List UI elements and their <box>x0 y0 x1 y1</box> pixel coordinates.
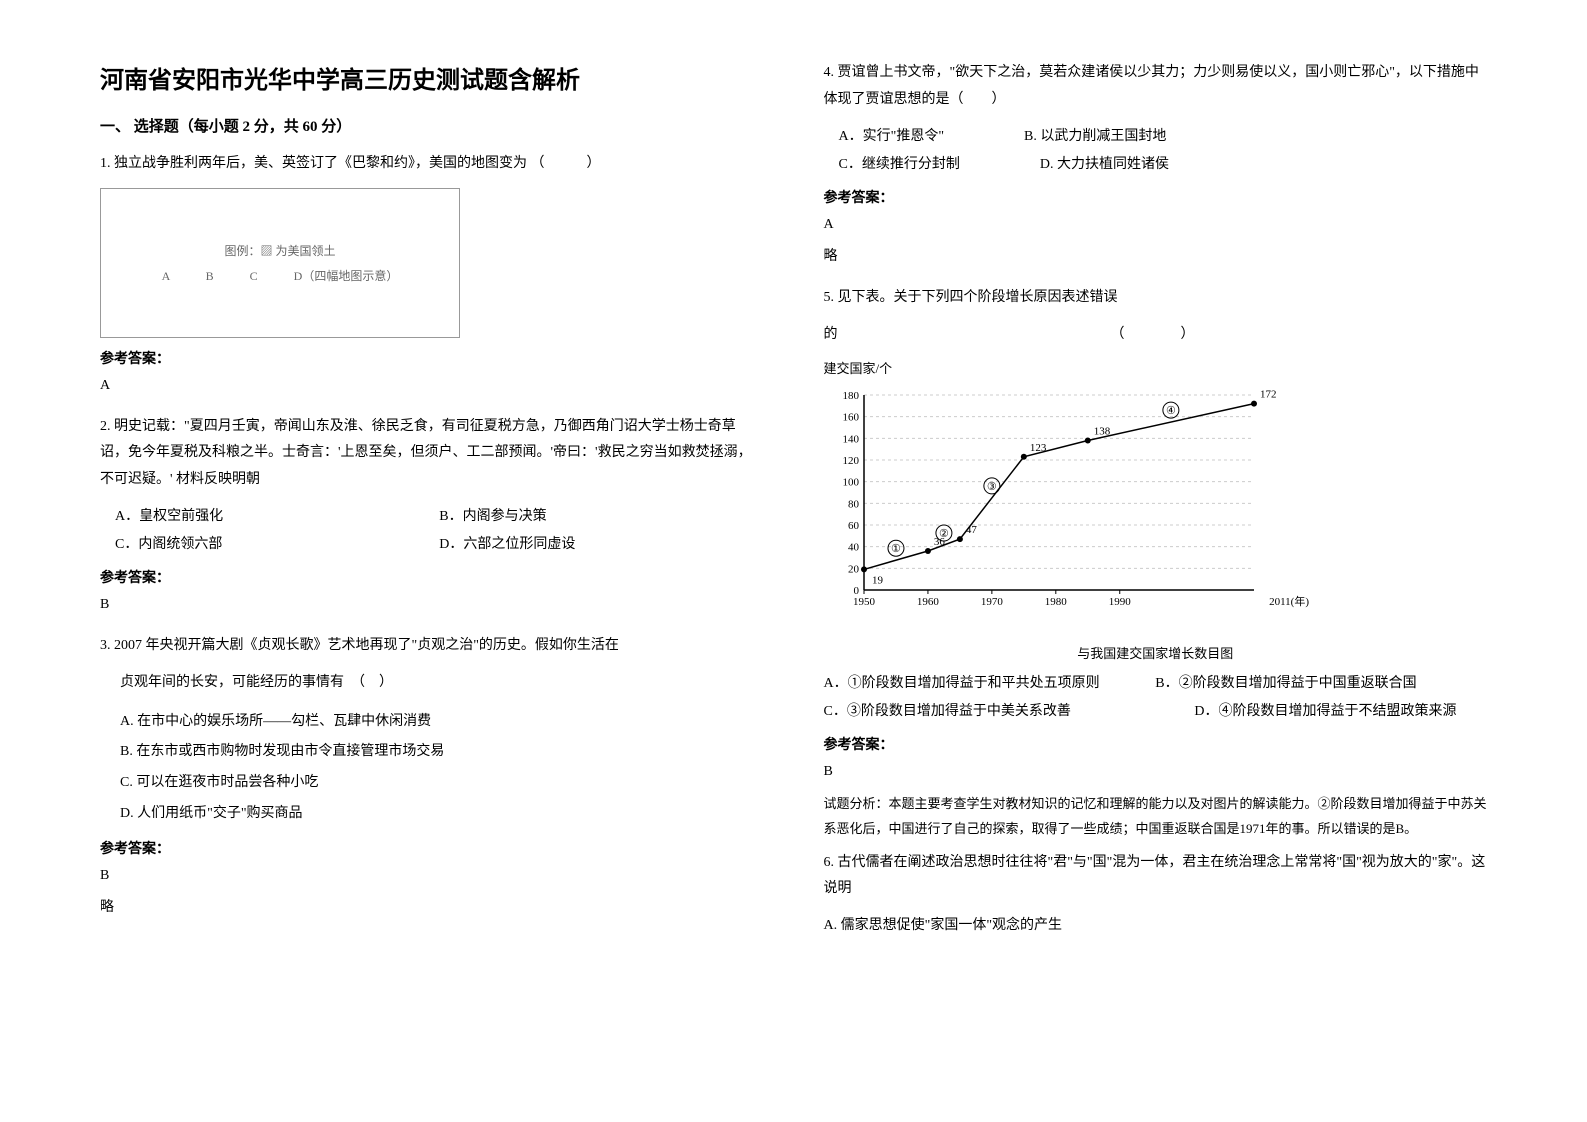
answer-label: 参考答案： <box>100 838 764 858</box>
svg-text:②: ② <box>938 528 948 540</box>
svg-text:140: 140 <box>842 434 859 446</box>
question-text: 4. 贾谊曾上书文帝，"欲天下之治，莫若众建诸侯以少其力；力少则易使以义，国小则… <box>824 60 1488 113</box>
option-c: C．③阶段数目增加得益于中美关系改善 <box>824 704 1071 719</box>
question-5: 5. 见下表。关于下列四个阶段增长原因表述错误 的 （ ） 建交国家/个 020… <box>824 285 1488 842</box>
chart-svg: 0204060801001201401601801950196019701980… <box>824 385 1314 615</box>
svg-text:180: 180 <box>842 390 859 402</box>
question-6: 6. 古代儒者在阐述政治思想时往往将"君"与"国"混为一体，君主在统治理念上常常… <box>824 850 1488 950</box>
svg-text:④: ④ <box>1165 405 1175 417</box>
answer-label: 参考答案： <box>100 348 764 368</box>
options: A. 在市中心的娱乐场所——勾栏、瓦肆中休闲消费 B. 在东市或西市购物时发现由… <box>100 707 764 830</box>
svg-text:1970: 1970 <box>980 596 1003 608</box>
svg-text:1950: 1950 <box>853 596 876 608</box>
answer-label: 参考答案： <box>824 187 1488 207</box>
svg-text:2011(年): 2011(年) <box>1269 594 1309 608</box>
svg-text:172: 172 <box>1260 389 1277 401</box>
question-text: 5. 见下表。关于下列四个阶段增长原因表述错误 <box>824 285 1488 312</box>
option-c: C. 可以在逛夜市时品尝各种小吃 <box>120 768 764 799</box>
answer-label: 参考答案： <box>824 734 1488 754</box>
svg-text:123: 123 <box>1029 442 1046 454</box>
answer-value: B <box>100 868 764 884</box>
answer-value: B <box>100 597 764 613</box>
option-b: B．②阶段数目增加得益于中国重返联合国 <box>1155 670 1487 698</box>
option-d: D．④阶段数目增加得益于不结盟政策来源 <box>1194 704 1456 719</box>
answer-value: B <box>824 764 1488 780</box>
question-text: 3. 2007 年央视开篇大剧《贞观长歌》艺术地再现了"贞观之治"的历史。假如你… <box>100 633 764 660</box>
answer-extra: 略 <box>824 245 1488 265</box>
map-figure: 图例：▨ 为美国领土 A B C D（四幅地图示意） <box>100 188 460 338</box>
line-chart: 0204060801001201401601801950196019701980… <box>824 385 1314 635</box>
svg-text:1990: 1990 <box>1108 596 1131 608</box>
question-2: 2. 明史记载："夏四月壬寅，帝闻山东及淮、徐民乏食，有司征夏税方急，乃御西角门… <box>100 414 764 626</box>
svg-text:1980: 1980 <box>1044 596 1067 608</box>
option-d: D．六部之位形同虚设 <box>439 531 763 559</box>
option-b: B. 以武力削减王国封地 <box>1024 123 1166 151</box>
left-column: 河南省安阳市光华中学高三历史测试题含解析 一、 选择题（每小题 2 分，共 60… <box>100 60 764 1062</box>
options-row-1: A．实行"推恩令" B. 以武力削减王国封地 <box>824 123 1488 151</box>
svg-text:1960: 1960 <box>916 596 939 608</box>
analysis-text: 试题分析：本题主要考查学生对教材知识的记忆和理解的能力以及对图片的解读能力。②阶… <box>824 792 1488 841</box>
section-header: 一、 选择题（每小题 2 分，共 60 分） <box>100 115 764 136</box>
option-a: A．①阶段数目增加得益于和平共处五项原则 <box>824 670 1156 698</box>
answer-label: 参考答案： <box>100 567 764 587</box>
document-title: 河南省安阳市光华中学高三历史测试题含解析 <box>100 60 764 95</box>
answer-value: A <box>824 217 1488 233</box>
question-text-2: 的 （ ） <box>824 322 1488 349</box>
options-row-2: C．继续推行分封制 D. 大力扶植同姓诸侯 <box>824 151 1488 179</box>
option-d: D. 人们用纸币"交子"购买商品 <box>120 799 764 830</box>
svg-text:120: 120 <box>842 455 859 467</box>
question-text: 2. 明史记载："夏四月壬寅，帝闻山东及淮、徐民乏食，有司征夏税方急，乃御西角门… <box>100 414 764 494</box>
option-c: C．内阁统领六部 <box>115 531 439 559</box>
question-text: 6. 古代儒者在阐述政治思想时往往将"君"与"国"混为一体，君主在统治理念上常常… <box>824 850 1488 903</box>
figure-items: A B C D（四幅地图示意） <box>162 267 399 284</box>
svg-text:40: 40 <box>848 542 860 554</box>
svg-text:60: 60 <box>848 520 860 532</box>
svg-text:100: 100 <box>842 477 859 489</box>
answer-value: A <box>100 378 764 394</box>
svg-text:19: 19 <box>872 575 884 587</box>
svg-text:③: ③ <box>986 481 996 493</box>
options: A．①阶段数目增加得益于和平共处五项原则 B．②阶段数目增加得益于中国重返联合国 <box>824 670 1488 698</box>
svg-text:160: 160 <box>842 412 859 424</box>
option-d: D. 大力扶植同姓诸侯 <box>1040 151 1169 179</box>
svg-text:80: 80 <box>848 499 860 511</box>
svg-text:138: 138 <box>1093 426 1110 438</box>
svg-text:20: 20 <box>848 564 860 576</box>
answer-extra: 略 <box>100 896 764 916</box>
question-4: 4. 贾谊曾上书文帝，"欲天下之治，莫若众建诸侯以少其力；力少则易使以义，国小则… <box>824 60 1488 277</box>
figure-legend: 图例：▨ 为美国领土 <box>224 242 335 259</box>
right-column: 4. 贾谊曾上书文帝，"欲天下之治，莫若众建诸侯以少其力；力少则易使以义，国小则… <box>824 60 1488 1062</box>
question-3: 3. 2007 年央视开篇大剧《贞观长歌》艺术地再现了"贞观之治"的历史。假如你… <box>100 633 764 927</box>
option-a: A．实行"推恩令" <box>839 123 945 151</box>
option-b: B. 在东市或西市购物时发现由市令直接管理市场交易 <box>120 737 764 768</box>
option-b: B．内阁参与决策 <box>439 503 763 531</box>
chart-y-label: 建交国家/个 <box>824 358 1488 377</box>
options-2: C．③阶段数目增加得益于中美关系改善 D．④阶段数目增加得益于不结盟政策来源 <box>824 698 1488 726</box>
options: A．皇权空前强化 B．内阁参与决策 C．内阁统领六部 D．六部之位形同虚设 <box>100 503 764 559</box>
svg-text:①: ① <box>891 544 901 556</box>
option-c: C．继续推行分封制 <box>839 151 960 179</box>
question-text-2: 贞观年间的长安，可能经历的事情有 （ ） <box>100 670 764 697</box>
option-a: A. 儒家思想促使"家国一体"观念的产生 <box>824 913 1488 940</box>
chart-caption: 与我国建交国家增长数目图 <box>824 643 1488 662</box>
question-1: 1. 独立战争胜利两年后，美、英签订了《巴黎和约》，美国的地图变为 （ ） 图例… <box>100 151 764 406</box>
option-a: A. 在市中心的娱乐场所——勾栏、瓦肆中休闲消费 <box>120 707 764 738</box>
svg-text:47: 47 <box>965 524 977 536</box>
option-a: A．皇权空前强化 <box>115 503 439 531</box>
question-text: 1. 独立战争胜利两年后，美、英签订了《巴黎和约》，美国的地图变为 （ ） <box>100 151 764 178</box>
